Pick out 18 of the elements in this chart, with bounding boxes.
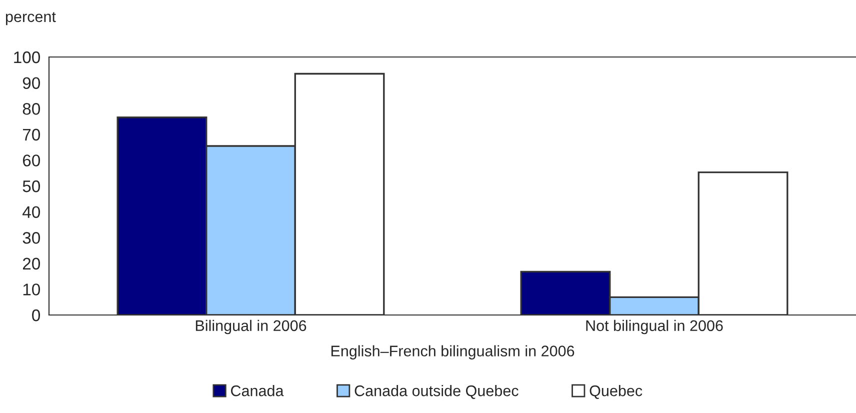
legend-label: Quebec <box>590 385 642 399</box>
legend-label: Canada <box>231 385 284 396</box>
y-tick-label: 100 <box>14 51 40 64</box>
y-tick-label: 10 <box>23 284 40 296</box>
x-tick-label: Bilingual in 2006 <box>196 320 306 334</box>
y-tick-label: 20 <box>22 258 40 270</box>
x-axis-title: English–French bilingualism in 2006 <box>331 345 574 360</box>
y-axis-title: percent <box>6 12 56 26</box>
x-tick-label: Not bilingual in 2006 <box>586 320 723 334</box>
y-tick-label: 40 <box>22 206 40 218</box>
legend-label: Canada outside Quebec <box>354 385 518 399</box>
y-tick-label: 0 <box>32 309 40 322</box>
y-tick-label: 70 <box>22 128 40 141</box>
y-tick-label: 90 <box>22 77 40 90</box>
y-tick-label: 60 <box>22 154 40 166</box>
y-tick-label: 80 <box>22 103 40 115</box>
y-tick-label: 30 <box>22 232 40 244</box>
y-tick-label: 50 <box>22 180 40 192</box>
